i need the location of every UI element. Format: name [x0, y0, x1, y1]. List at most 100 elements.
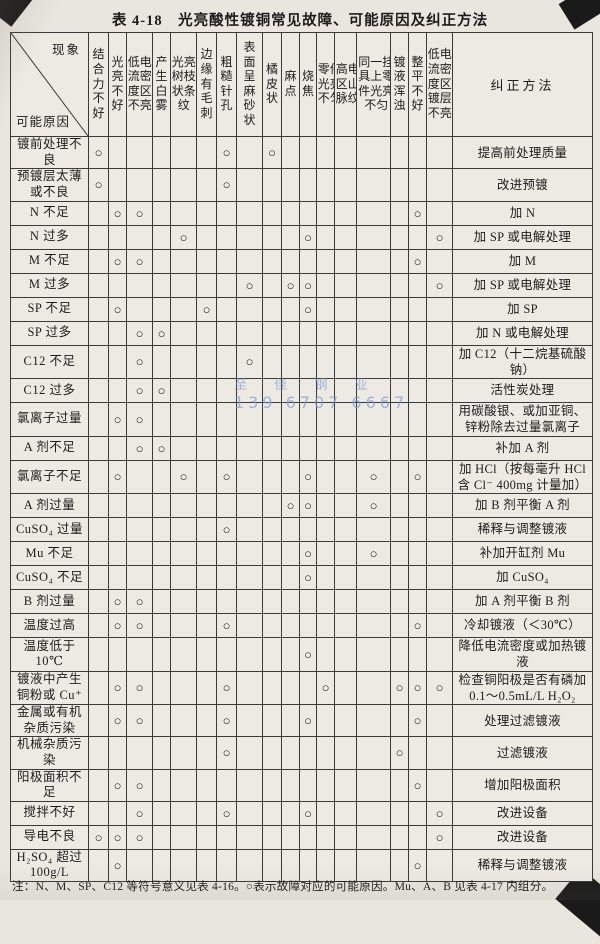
table-row-8: C12 不足 ○ ○ 加 C12（十二烷基硫酸钠） [10, 344, 593, 379]
empty-cell [356, 200, 391, 226]
empty-cell [281, 637, 300, 672]
empty-cell [426, 435, 453, 461]
fault-mark-cell: ○ [236, 344, 263, 379]
empty-cell [390, 768, 409, 802]
fault-mark-cell: ○ [126, 670, 153, 705]
empty-cell [316, 800, 335, 826]
empty-cell [316, 344, 335, 379]
empty-cell [426, 493, 453, 518]
fault-mark-cell: ○ [170, 459, 197, 494]
empty-cell [216, 320, 237, 346]
cause-cell: M 不足 [10, 248, 89, 274]
empty-cell [426, 613, 453, 638]
empty-cell [152, 589, 171, 614]
cause-cell: 镀前处理不良 [10, 135, 89, 170]
empty-cell [390, 589, 409, 614]
empty-cell [88, 736, 109, 770]
empty-cell [236, 200, 263, 226]
correction-cell: 降低电流密度或加热镀液 [452, 637, 593, 672]
empty-cell [108, 637, 127, 672]
empty-cell [316, 703, 335, 738]
fault-mark-cell: ○ [126, 435, 153, 461]
empty-cell [236, 248, 263, 274]
fault-mark-cell: ○ [108, 848, 127, 883]
empty-cell [88, 248, 109, 274]
fault-mark-cell: ○ [299, 637, 317, 672]
cause-cell: 机械杂质污染 [10, 736, 89, 770]
table-row-3: N 过多 ○ ○ ○ 加 SP 或电解处理 [10, 224, 593, 250]
fault-mark-cell: ○ [108, 824, 127, 850]
empty-cell [356, 135, 391, 170]
empty-cell [356, 402, 391, 437]
empty-cell [334, 670, 357, 705]
empty-cell [170, 541, 197, 566]
empty-cell [281, 344, 300, 379]
empty-cell [426, 589, 453, 614]
fault-mark-cell: ○ [108, 613, 127, 638]
fault-mark-cell: ○ [408, 670, 427, 705]
empty-cell [88, 459, 109, 494]
cause-cell: 搅拌不好 [10, 800, 89, 826]
empty-cell [236, 224, 263, 250]
empty-cell [316, 493, 335, 518]
empty-cell [88, 320, 109, 346]
empty-cell [126, 637, 153, 672]
fault-mark-cell: ○ [196, 296, 217, 322]
empty-cell [334, 272, 357, 298]
empty-cell [281, 517, 300, 542]
header-row: 现象 可能原因 结合力不好 光亮不好 低电流密度区不亮 产生白雾 光亮树枝状条纹 边缘有毛… [10, 32, 593, 137]
phenomenon-header-1: 光亮不好 [108, 32, 127, 137]
empty-cell [152, 768, 171, 802]
empty-cell [299, 320, 317, 346]
table-row-2: N 不足 ○ ○ ○ 加 N [10, 200, 593, 226]
empty-cell [426, 736, 453, 770]
fault-mark-cell: ○ [126, 248, 153, 274]
fault-mark-cell: ○ [408, 459, 427, 494]
corner-label-phenomenon: 现象 [51, 43, 81, 57]
phenomenon-header-6: 粗糙针孔 [216, 32, 237, 137]
empty-cell [196, 613, 217, 638]
fault-mark-cell: ○ [216, 613, 237, 638]
empty-cell [356, 848, 391, 883]
phenomenon-header-label: 低电流密度区镀层不亮 [427, 47, 452, 120]
empty-cell [281, 670, 300, 705]
empty-cell [334, 848, 357, 883]
empty-cell [262, 637, 282, 672]
table-row-25: 导电不良 ○ ○ ○ ○ 改进设备 [10, 824, 593, 850]
fault-mark-cell: ○ [216, 736, 237, 770]
table-row-15: Mu 不足 ○ ○ 补加开缸剂 Mu [10, 541, 593, 566]
empty-cell [126, 493, 153, 518]
phenomenon-header-7: 表面呈麻砂状 [236, 32, 263, 137]
empty-cell [88, 378, 109, 403]
empty-cell [426, 344, 453, 379]
cause-cell: 温度低于 10℃ [10, 637, 89, 672]
fault-mark-cell: ○ [88, 135, 109, 170]
empty-cell [390, 435, 409, 461]
empty-cell [426, 378, 453, 403]
fault-mark-cell: ○ [126, 200, 153, 226]
empty-cell [108, 517, 127, 542]
empty-cell [152, 296, 171, 322]
cause-cell: 温度过高 [10, 613, 89, 638]
fault-mark-cell: ○ [426, 272, 453, 298]
empty-cell [170, 768, 197, 802]
empty-cell [426, 459, 453, 494]
empty-cell [196, 378, 217, 403]
empty-cell [196, 670, 217, 705]
empty-cell [152, 800, 171, 826]
empty-cell [316, 589, 335, 614]
cause-cell: SP 过多 [10, 320, 89, 346]
empty-cell [390, 800, 409, 826]
empty-cell [281, 541, 300, 566]
empty-cell [356, 768, 391, 802]
fault-mark-cell: ○ [108, 200, 127, 226]
empty-cell [334, 435, 357, 461]
empty-cell [408, 493, 427, 518]
fault-mark-cell: ○ [408, 703, 427, 738]
empty-cell [334, 736, 357, 770]
empty-cell [262, 168, 282, 202]
phenomenon-header-label: 麻点 [284, 69, 297, 98]
empty-cell [334, 541, 357, 566]
empty-cell [299, 824, 317, 850]
